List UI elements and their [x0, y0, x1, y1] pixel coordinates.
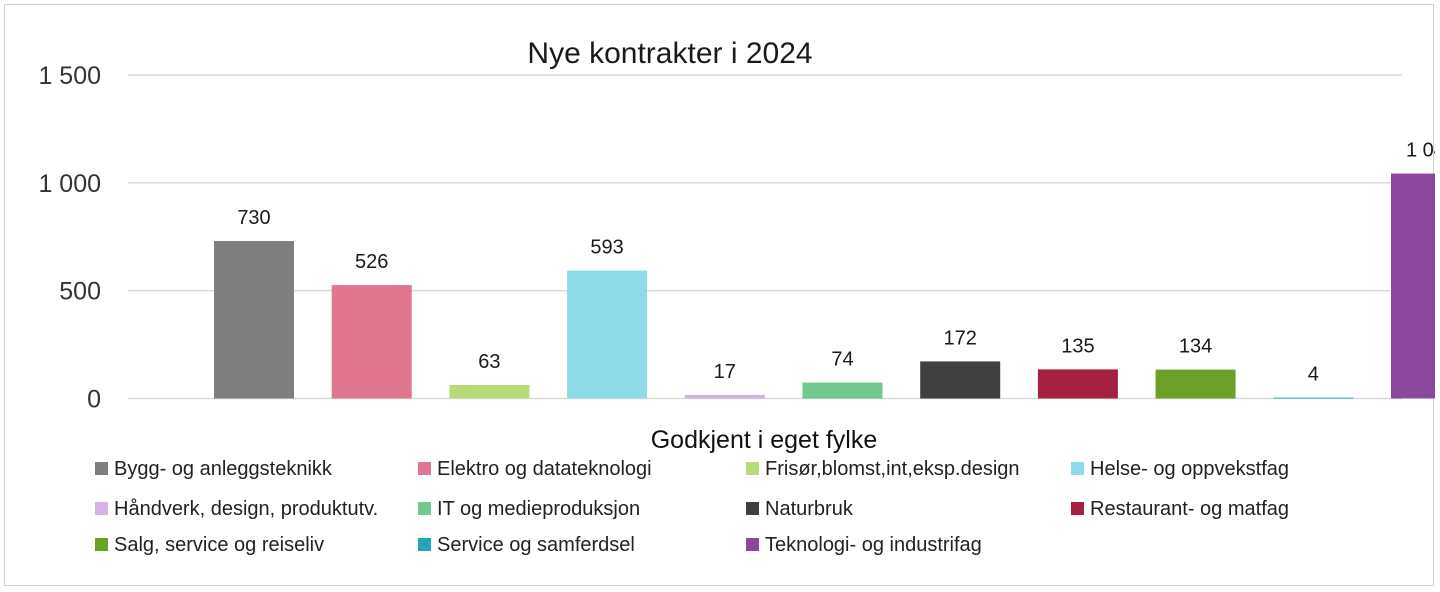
- bar: [920, 361, 1001, 399]
- legend: Bygg- og anleggsteknikk Elektro og datate…: [95, 458, 1289, 556]
- bar: [1155, 369, 1236, 399]
- data-labels: 730 526 63 593 17 74 172 135 134 4 1 043: [237, 140, 1435, 386]
- legend-label: Teknologi- og industrifag: [765, 534, 982, 556]
- legend-swatch: [418, 502, 431, 515]
- legend-swatch: [418, 538, 431, 551]
- bar: [449, 384, 530, 399]
- data-label: 1 043: [1406, 140, 1435, 162]
- data-label: 74: [831, 349, 853, 371]
- legend-swatch: [746, 502, 759, 515]
- bar: [802, 382, 883, 399]
- legend-swatch: [1071, 502, 1084, 515]
- bar: [567, 270, 648, 399]
- bar-chart: Nye kontrakter i 2024 0 500 1 000 1 500 730…: [38, 37, 1435, 556]
- legend-swatch: [746, 462, 759, 475]
- x-axis-title: Godkjent i eget fylke: [651, 426, 878, 454]
- legend-label: Restaurant- og matfag: [1090, 498, 1289, 520]
- chart-title: Nye kontrakter i 2024: [527, 37, 812, 70]
- bar: [1273, 397, 1354, 399]
- data-label: 63: [478, 351, 500, 373]
- legend-label: Helse- og oppvekstfag: [1090, 458, 1289, 480]
- y-tick-label: 1 000: [38, 170, 101, 198]
- data-label: 593: [590, 237, 623, 259]
- data-label: 17: [714, 361, 736, 383]
- legend-label: Salg, service og reiseliv: [114, 534, 324, 556]
- bar: [1037, 369, 1118, 399]
- bar: [214, 241, 294, 399]
- data-label: 730: [237, 207, 270, 229]
- y-tick-label: 500: [59, 278, 101, 306]
- legend-label: Håndverk, design, produktutv.: [114, 498, 378, 520]
- y-tick-label: 1 500: [38, 62, 101, 90]
- chart-frame: Nye kontrakter i 2024 0 500 1 000 1 500 730…: [4, 4, 1435, 586]
- legend-label: Naturbruk: [765, 498, 854, 520]
- legend-label: Elektro og datateknologi: [437, 458, 652, 480]
- legend-label: Bygg- og anleggsteknikk: [114, 458, 333, 480]
- legend-label: Service og samferdsel: [437, 534, 635, 556]
- data-label: 134: [1179, 336, 1212, 358]
- bar: [331, 285, 412, 399]
- legend-label: IT og medieproduksjon: [437, 498, 640, 520]
- y-axis-ticks: 0 500 1 000 1 500: [38, 62, 101, 414]
- legend-swatch: [95, 462, 108, 475]
- legend-swatch: [95, 502, 108, 515]
- y-tick-label: 0: [87, 386, 101, 414]
- data-label: 4: [1308, 364, 1319, 386]
- legend-swatch: [95, 538, 108, 551]
- legend-swatch: [746, 538, 759, 551]
- data-label: 172: [944, 327, 977, 349]
- legend-swatch: [1071, 462, 1084, 475]
- bar: [684, 394, 765, 399]
- data-label: 135: [1061, 335, 1094, 357]
- legend-swatch: [418, 462, 431, 475]
- legend-label: Frisør,blomst,int,eksp.design: [765, 458, 1020, 480]
- data-label: 526: [355, 251, 388, 273]
- bars: [214, 173, 1435, 399]
- bar: [1391, 173, 1435, 399]
